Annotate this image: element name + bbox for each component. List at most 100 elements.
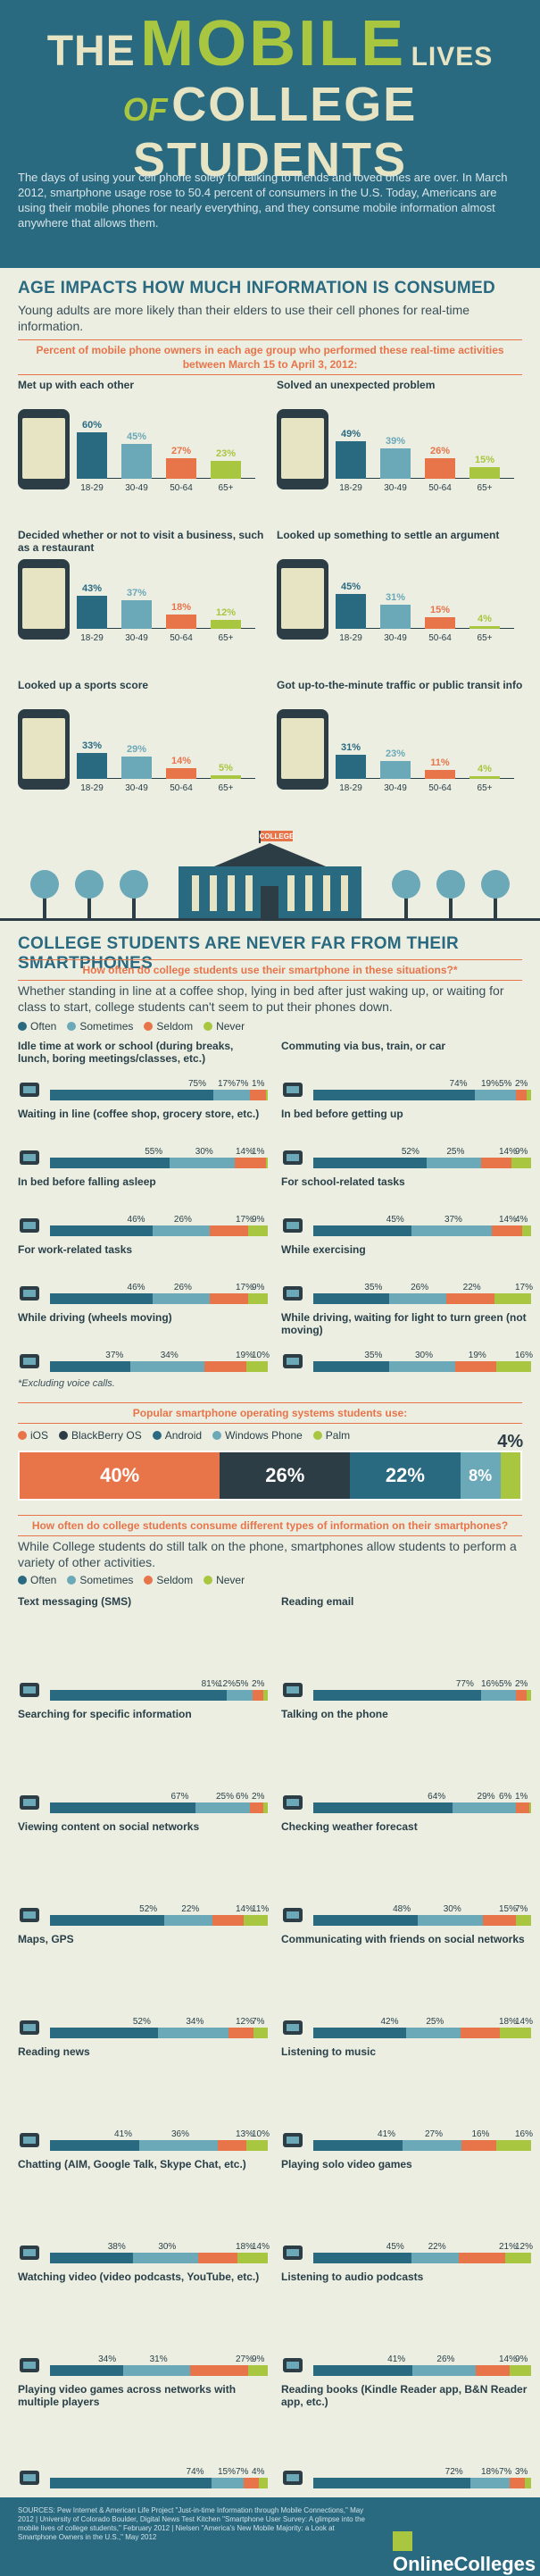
envelope-icon <box>281 1679 308 1702</box>
usage-segment-value: 37% <box>444 1215 462 1225</box>
usage-segment <box>313 1915 419 1926</box>
usage-segment-value: 81% <box>201 1679 220 1689</box>
usage-segment <box>190 2365 249 2376</box>
age-bar: 18% 50-64 <box>166 563 196 643</box>
usage-item: Listening to audio podcasts 41% 26% 14% 9% <box>281 2271 531 2379</box>
age-bar-fill <box>211 461 241 479</box>
usage-segment <box>243 1915 268 1926</box>
legend-swatch <box>204 1576 213 1585</box>
usage-stacked-bar <box>50 1293 268 1304</box>
usage-label: Talking on the phone <box>281 1708 388 1720</box>
usage-segment <box>210 1293 248 1304</box>
usage-stacked-bar <box>50 1090 268 1100</box>
usage-segment <box>313 1158 427 1168</box>
info-section-band: How often do college students consume di… <box>18 1515 522 1536</box>
age-bar-fill <box>469 775 500 779</box>
usage-segment <box>217 2140 246 2151</box>
usage-segment-value: 41% <box>114 2129 133 2139</box>
usage-label: In bed before falling asleep <box>18 1175 156 1188</box>
age-bar-value: 11% <box>430 757 450 769</box>
age-bar-category: 30-49 <box>125 633 148 643</box>
usage-segment <box>157 2028 228 2038</box>
usage-item: Talking on the phone 64% 29% 6% 1% <box>281 1708 531 1817</box>
usage-segment-value: 7% <box>499 2467 512 2477</box>
age-bar-value: 26% <box>429 446 451 457</box>
age-section-band: Percent of mobile phone owners in each a… <box>18 339 522 375</box>
age-bar-category: 18-29 <box>80 633 104 643</box>
age-bar-fill <box>380 448 411 479</box>
age-bar: 60% 18-29 <box>77 413 107 493</box>
age-bar-fill <box>380 761 411 779</box>
usage-segment-value: 55% <box>145 1147 163 1157</box>
usage-item: Checking weather forecast 48% 30% 15% 7% <box>281 1820 531 1929</box>
situations-legend: Often Sometimes Seldom Never <box>18 1020 255 1033</box>
age-bar-value: 18% <box>170 602 192 614</box>
age-bar-value: 14% <box>170 755 192 766</box>
age-bar-category: 30-49 <box>384 483 407 493</box>
age-bar-value: 15% <box>429 605 451 615</box>
usage-segment-value: 17% <box>236 1283 254 1292</box>
legend-item: Seldom <box>144 1020 193 1033</box>
usage-segment <box>515 1090 528 1100</box>
phone-screen <box>22 568 65 629</box>
age-bar-value: 49% <box>340 428 361 439</box>
usage-segment <box>515 1802 529 1813</box>
legend-item: iOS <box>18 1429 48 1442</box>
info-section-subtitle: While College students do still talk on … <box>18 1539 517 1569</box>
usage-segment-value: 35% <box>364 1283 383 1292</box>
usage-segment <box>250 1802 264 1813</box>
title-line-2: OF COLLEGE STUDENTS <box>0 77 540 188</box>
usage-label: Watching video (video podcasts, YouTube,… <box>18 2271 260 2283</box>
book-icon <box>281 2467 308 2490</box>
calculator-icon <box>277 409 328 489</box>
title-mobile: MOBILE <box>140 8 407 79</box>
usage-segment <box>504 2253 531 2263</box>
usage-segment <box>500 2028 531 2038</box>
usage-segment-value: 25% <box>446 1147 465 1157</box>
usage-stacked-bar <box>50 1158 268 1168</box>
usage-item: Commuting via bus, train, or car 74% 19% 5%… <box>281 1040 531 1104</box>
os-share-segment: 22% <box>350 1452 461 1499</box>
legend-label: Often <box>30 1574 57 1586</box>
legend-swatch <box>59 1431 69 1440</box>
age-bar-value: 4% <box>478 613 492 624</box>
legend-swatch <box>144 1576 154 1585</box>
usage-segment-value: 27% <box>236 2354 254 2364</box>
phone-screen <box>22 718 65 779</box>
age-bar-value: 31% <box>385 592 406 604</box>
dumbbell-icon <box>281 1283 308 1306</box>
age-bar-value: 23% <box>385 749 406 760</box>
age-bar-fill <box>166 457 196 479</box>
os-share-value: 26% <box>265 1464 305 1486</box>
usage-stacked-bar <box>313 2028 531 2038</box>
usage-segment <box>139 2140 218 2151</box>
age-bar-category: 30-49 <box>125 483 148 493</box>
gamepad-icon <box>281 2242 308 2265</box>
usage-segment-value: 42% <box>380 2017 399 2027</box>
usage-segment <box>50 2253 133 2263</box>
intro-text: The days of using your cell phone solely… <box>18 171 508 230</box>
clock-icon <box>18 1079 45 1102</box>
age-bar: 5% 65+ <box>211 713 241 793</box>
usage-segment <box>469 2478 510 2488</box>
usage-stacked-bar <box>50 1225 268 1236</box>
briefcase-icon <box>18 1283 45 1306</box>
usage-segment-value: 48% <box>393 1904 411 1914</box>
usage-segment <box>50 1802 196 1813</box>
os-share-value: 22% <box>385 1464 425 1486</box>
usage-segment <box>515 1690 528 1701</box>
usage-label: Waiting in line (coffee shop, grocery st… <box>18 1108 260 1120</box>
car-icon <box>281 1079 308 1102</box>
college-building-illustration: COLLEGE <box>0 831 540 921</box>
info-legend: Often Sometimes Seldom Never <box>18 1574 255 1586</box>
usage-stacked-bar <box>313 2365 531 2376</box>
usage-item: Playing video games across networks with… <box>18 2383 268 2492</box>
usage-segment-value: 29% <box>477 1792 495 1802</box>
age-bar-category: 18-29 <box>80 483 104 493</box>
usage-segment <box>313 1225 411 1236</box>
os-share-segment: 8% <box>460 1452 501 1499</box>
usage-segment-value: 7% <box>236 2467 249 2477</box>
usage-segment-value: 18% <box>499 2017 518 2027</box>
age-bar-fill <box>425 617 455 629</box>
age-bar-category: 18-29 <box>339 783 362 793</box>
